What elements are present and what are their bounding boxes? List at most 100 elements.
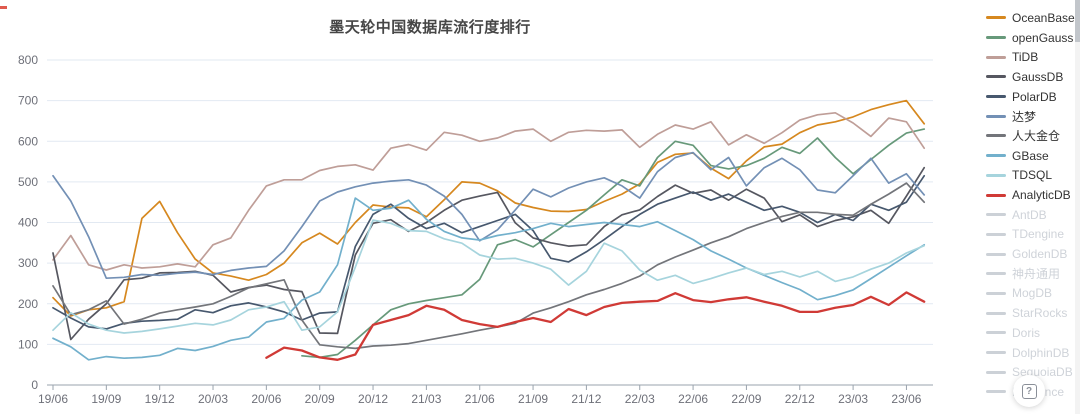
legend-label: GaussDB [1012,69,1064,84]
legend-line-icon [986,55,1006,59]
legend-label: 神舟通用 [1012,267,1061,282]
series-line-人大金仓[interactable] [52,182,926,350]
legend-label: GoldenDB [1012,247,1068,262]
legend-line-icon [986,16,1006,20]
series-line-openGauss[interactable] [301,128,926,359]
legend-item-openGauss[interactable]: openGauss [986,28,1080,48]
legend-item-TDSQL[interactable]: TDSQL [986,166,1080,186]
x-axis-tick-label: 21/06 [465,392,495,406]
legend-label: PolarDB [1012,89,1057,104]
legend-line-icon [986,154,1006,158]
legend-item-Doris[interactable]: Doris [986,323,1080,343]
series-line-OceanBase[interactable] [52,99,926,317]
legend-label: AnalyticDB [1012,188,1071,203]
legend-label: StarRocks [1012,306,1068,321]
y-axis-tick-label: 800 [18,53,38,67]
legend-line-icon [986,36,1006,40]
chart-legend: OceanBase openGauss TiDB GaussDB PolarDB 达梦人大… [986,8,1080,402]
legend-line-icon [986,252,1006,256]
y-axis-tick-label: 500 [18,175,38,189]
legend-line-icon [986,351,1006,355]
legend-label: Doris [1012,325,1041,340]
legend-item-DolphinDB[interactable]: DolphinDB [986,343,1080,363]
legend-label: TDSQL [1012,168,1053,183]
legend-item-GoldenDB[interactable]: GoldenDB [986,244,1080,264]
legend-item-TDengine[interactable]: TDengine [986,225,1080,245]
legend-line-icon [986,311,1006,315]
y-axis-tick-label: 400 [18,216,38,230]
help-button[interactable]: ? [1013,375,1045,407]
series-line-AnalyticDB[interactable] [265,291,926,361]
series-line-TiDB[interactable] [52,111,926,271]
x-axis-tick-label: 20/03 [198,392,228,406]
legend-item-PolarDB[interactable]: PolarDB [986,87,1080,107]
corner-artifact [0,6,7,9]
legend-line-icon [986,232,1006,236]
legend-label: MogDB [1012,286,1053,301]
legend-item-MogDB[interactable]: MogDB [986,284,1080,304]
x-axis-tick-label: 21/09 [518,392,548,406]
legend-line-icon [986,213,1006,217]
x-axis-tick-label: 21/12 [571,392,601,406]
legend-item-AntDB[interactable]: AntDB [986,205,1080,225]
legend-line-icon [986,134,1006,138]
legend-line-icon [986,272,1006,276]
legend-label: DolphinDB [1012,345,1070,360]
legend-item-TiDB[interactable]: TiDB [986,47,1080,67]
legend-line-icon [986,75,1006,79]
series-line-达梦[interactable] [52,151,926,280]
x-axis-tick-label: 23/06 [891,392,921,406]
x-axis-tick-label: 22/12 [785,392,815,406]
legend-item-神舟通用[interactable]: 神舟通用 [986,264,1080,284]
y-axis-tick-label: 100 [18,337,38,351]
chart-title: 墨天轮中国数据库流行度排行 [329,19,531,36]
legend-item-StarRocks[interactable]: StarRocks [986,303,1080,323]
x-axis-tick-label: 19/09 [91,392,121,406]
x-axis-tick-label: 20/06 [251,392,281,406]
y-axis-tick-label: 200 [18,297,38,311]
scrollbar-thumb[interactable] [1075,0,1080,42]
x-axis-tick-label: 22/06 [678,392,708,406]
legend-label: OceanBase [1012,10,1075,25]
legend-item-人大金仓[interactable]: 人大金仓 [986,126,1080,146]
legend-line-icon [986,95,1006,99]
x-axis-tick-label: 20/12 [358,392,388,406]
x-axis-tick-label: 19/06 [38,392,68,406]
question-mark-icon: ? [1021,383,1037,399]
legend-line-icon [986,390,1006,394]
legend-item-GBase[interactable]: GBase [986,146,1080,166]
x-axis-tick-label: 21/03 [411,392,441,406]
legend-label: TiDB [1012,50,1039,65]
legend-label: 达梦 [1012,109,1037,124]
y-axis-tick-label: 700 [18,94,38,108]
legend-item-达梦[interactable]: 达梦 [986,106,1080,126]
series-line-GBase[interactable] [52,197,926,361]
legend-label: 人大金仓 [1012,129,1061,144]
y-axis-tick-label: 600 [18,134,38,148]
legend-label: AntDB [1012,207,1047,222]
y-axis-tick-label: 300 [18,256,38,270]
legend-line-icon [986,114,1006,118]
scrollbar-track[interactable] [1075,0,1080,414]
legend-line-icon [986,331,1006,335]
legend-line-icon [986,193,1006,197]
legend-line-icon [986,370,1006,374]
series-line-PolarDB[interactable] [52,174,926,330]
legend-item-OceanBase[interactable]: OceanBase [986,8,1080,28]
x-axis-tick-label: 19/12 [145,392,175,406]
legend-label: GBase [1012,148,1049,163]
series-line-GaussDB[interactable] [52,166,926,341]
legend-line-icon [986,291,1006,295]
x-axis-tick-label: 22/03 [625,392,655,406]
y-axis-tick-label: 0 [31,378,38,392]
legend-line-icon [986,173,1006,177]
x-axis-tick-label: 20/09 [305,392,335,406]
series-line-TDSQL[interactable] [52,219,926,334]
legend-label: openGauss [1012,30,1074,45]
legend-label: TDengine [1012,227,1065,242]
legend-item-AnalyticDB[interactable]: AnalyticDB [986,185,1080,205]
legend-item-GaussDB[interactable]: GaussDB [986,67,1080,87]
x-axis-tick-label: 23/03 [838,392,868,406]
